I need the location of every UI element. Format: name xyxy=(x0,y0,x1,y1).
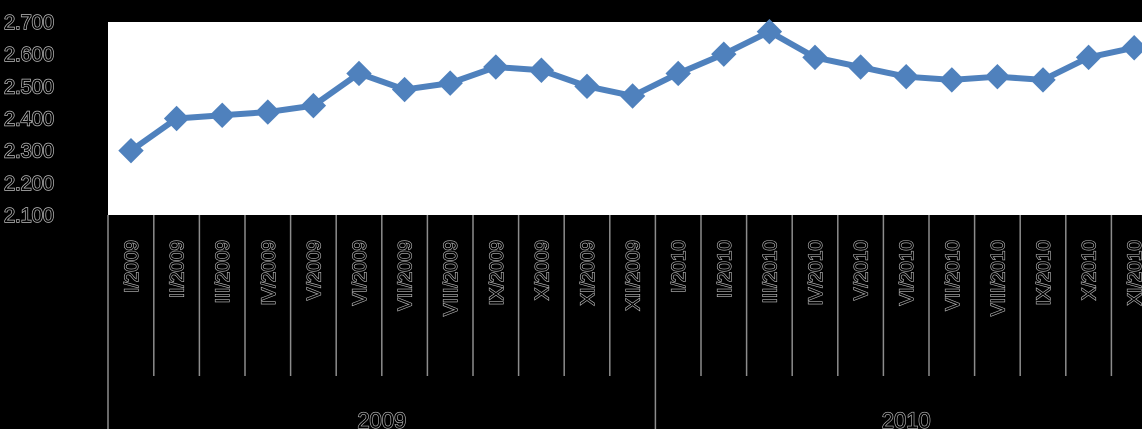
data-point-marker xyxy=(619,83,646,109)
x-tick-label: XI/2009 xyxy=(578,240,599,306)
data-point-marker xyxy=(483,54,509,80)
data-point-marker xyxy=(1121,35,1142,61)
data-point-marker xyxy=(255,99,281,125)
x-group-label: 2009 xyxy=(357,408,406,429)
data-point-marker xyxy=(756,18,783,45)
y-tick-label: 2.500 xyxy=(4,76,54,98)
x-tick-label: VI/2009 xyxy=(350,240,371,306)
data-point-marker xyxy=(984,63,1011,90)
x-tick-label: I/2009 xyxy=(122,240,143,293)
y-tick-label: 2.400 xyxy=(4,109,54,131)
y-tick-label: 2.600 xyxy=(4,44,54,66)
x-tick-label: IV/2009 xyxy=(259,240,280,306)
data-point-marker xyxy=(847,54,874,80)
x-tick-label: VIII/2010 xyxy=(988,240,1009,316)
data-point-marker xyxy=(300,92,327,119)
x-tick-label: V/2010 xyxy=(852,240,873,300)
x-tick-label: X/2010 xyxy=(1080,240,1101,300)
x-group-label: 2010 xyxy=(882,408,931,429)
data-point-marker xyxy=(1030,67,1056,93)
x-tick-label: X/2009 xyxy=(532,240,553,300)
x-tick-label: II/2010 xyxy=(715,240,736,298)
x-tick-label: VI/2010 xyxy=(897,240,918,306)
x-tick-label: V/2009 xyxy=(304,240,325,300)
x-tick-label: IX/2010 xyxy=(1034,240,1055,306)
x-axis: I/2009 II/2009 III/2009 IV/2009 V/2009 VI/200… xyxy=(107,215,1142,429)
data-point-marker xyxy=(802,44,828,71)
data-point-marker xyxy=(665,60,691,87)
data-point-marker xyxy=(163,105,190,132)
x-tick-label: IX/2009 xyxy=(487,240,508,306)
data-point-marker xyxy=(528,57,555,83)
data-point-marker xyxy=(711,41,737,67)
x-tick-label: II/2009 xyxy=(168,240,189,298)
y-tick-label: 2.100 xyxy=(4,205,54,227)
x-tick-label: VIII/2009 xyxy=(441,240,462,316)
data-point-marker xyxy=(893,63,919,90)
x-tick-label: III/2010 xyxy=(760,240,781,303)
y-tick-label: 2.300 xyxy=(4,141,54,163)
x-tick-label: VII/2010 xyxy=(943,240,964,311)
data-point-marker xyxy=(118,137,144,164)
x-tick-label: XII/2009 xyxy=(624,240,645,311)
data-point-marker xyxy=(391,76,418,103)
data-point-marker xyxy=(939,67,965,93)
y-tick-label: 2.200 xyxy=(4,173,54,195)
x-tick-label: XI/2010 xyxy=(1125,240,1142,306)
data-point-marker xyxy=(209,102,235,128)
y-tick-label: 2.700 xyxy=(4,12,54,34)
y-axis: 2.700 2.600 2.500 2.400 2.300 2.200 2.100 xyxy=(3,11,54,227)
x-tick-label: I/2010 xyxy=(669,240,690,293)
x-tick-label: VII/2009 xyxy=(396,240,417,311)
data-point-marker xyxy=(574,73,600,100)
data-point-marker xyxy=(437,70,463,96)
series-layer xyxy=(118,18,1142,164)
x-tick-label: IV/2010 xyxy=(806,240,827,306)
data-point-marker xyxy=(346,60,372,87)
data-point-marker xyxy=(1075,44,1102,71)
plot-area xyxy=(108,22,1142,215)
x-tick-label: III/2009 xyxy=(213,240,234,303)
